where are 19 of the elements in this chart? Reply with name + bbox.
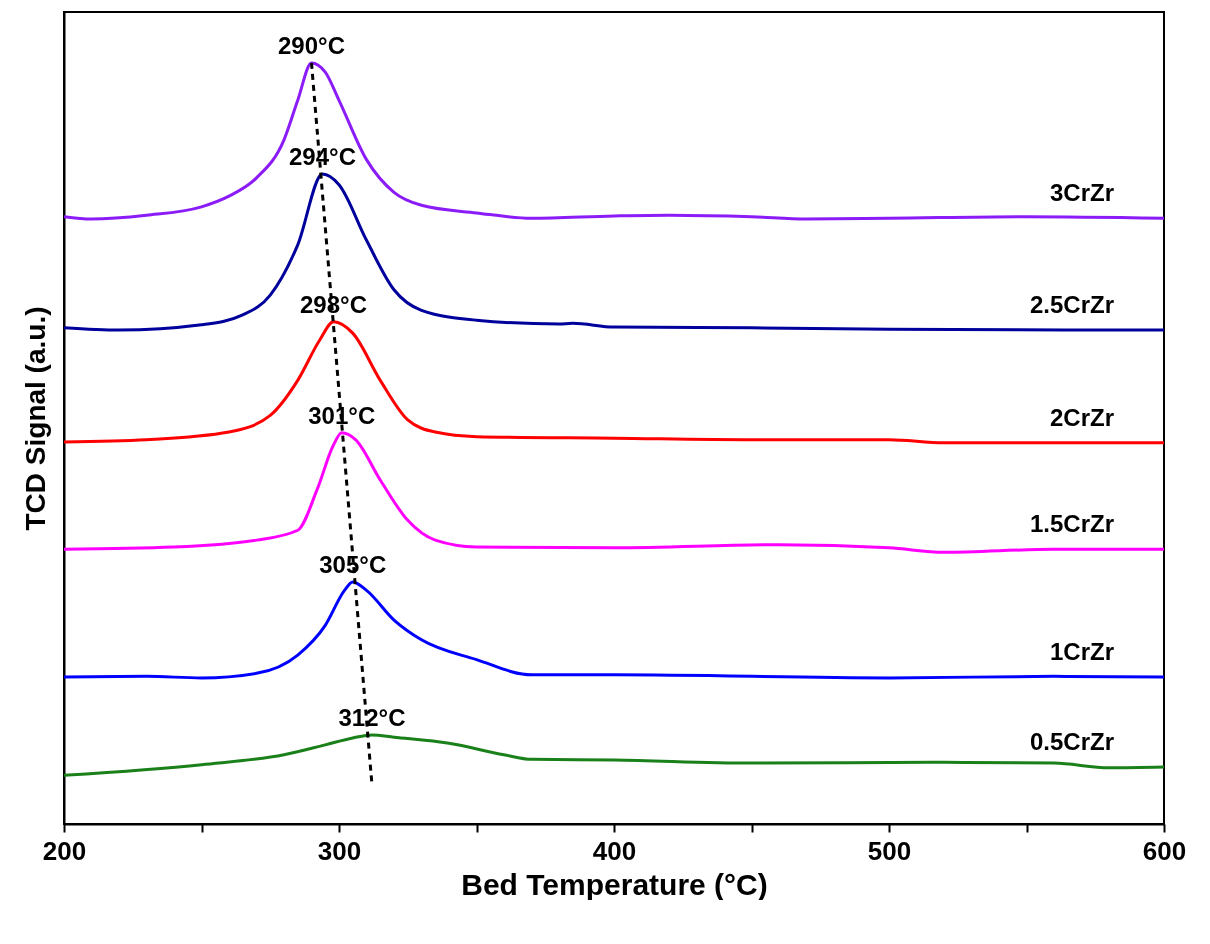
x-axis-title: Bed Temperature (°C) xyxy=(461,867,768,901)
annotation: 294°C xyxy=(289,143,356,171)
x-tick-label: 200 xyxy=(42,835,87,866)
series-label: 2CrZr xyxy=(1049,403,1114,431)
x-tick-label: 400 xyxy=(592,835,637,866)
annotation: 305°C xyxy=(319,551,387,578)
annotation: 301°C xyxy=(308,401,376,429)
annotation: 298°C xyxy=(300,290,367,318)
x-tick-label: 500 xyxy=(867,835,912,866)
series-label: 1.5CrZr xyxy=(1029,510,1114,538)
series-label: 3CrZr xyxy=(1049,179,1114,207)
y-axis-title: TCD Signal (a.u.) xyxy=(19,306,51,531)
series-label: 0.5CrZr xyxy=(1029,727,1114,755)
x-tick-label: 300 xyxy=(317,835,362,866)
series-label: 2.5CrZr xyxy=(1029,291,1114,319)
x-tick-label: 600 xyxy=(1142,835,1187,866)
annotation: 290°C xyxy=(278,31,345,59)
series-label: 1CrZr xyxy=(1049,638,1114,666)
annotation: 312°C xyxy=(338,703,406,731)
